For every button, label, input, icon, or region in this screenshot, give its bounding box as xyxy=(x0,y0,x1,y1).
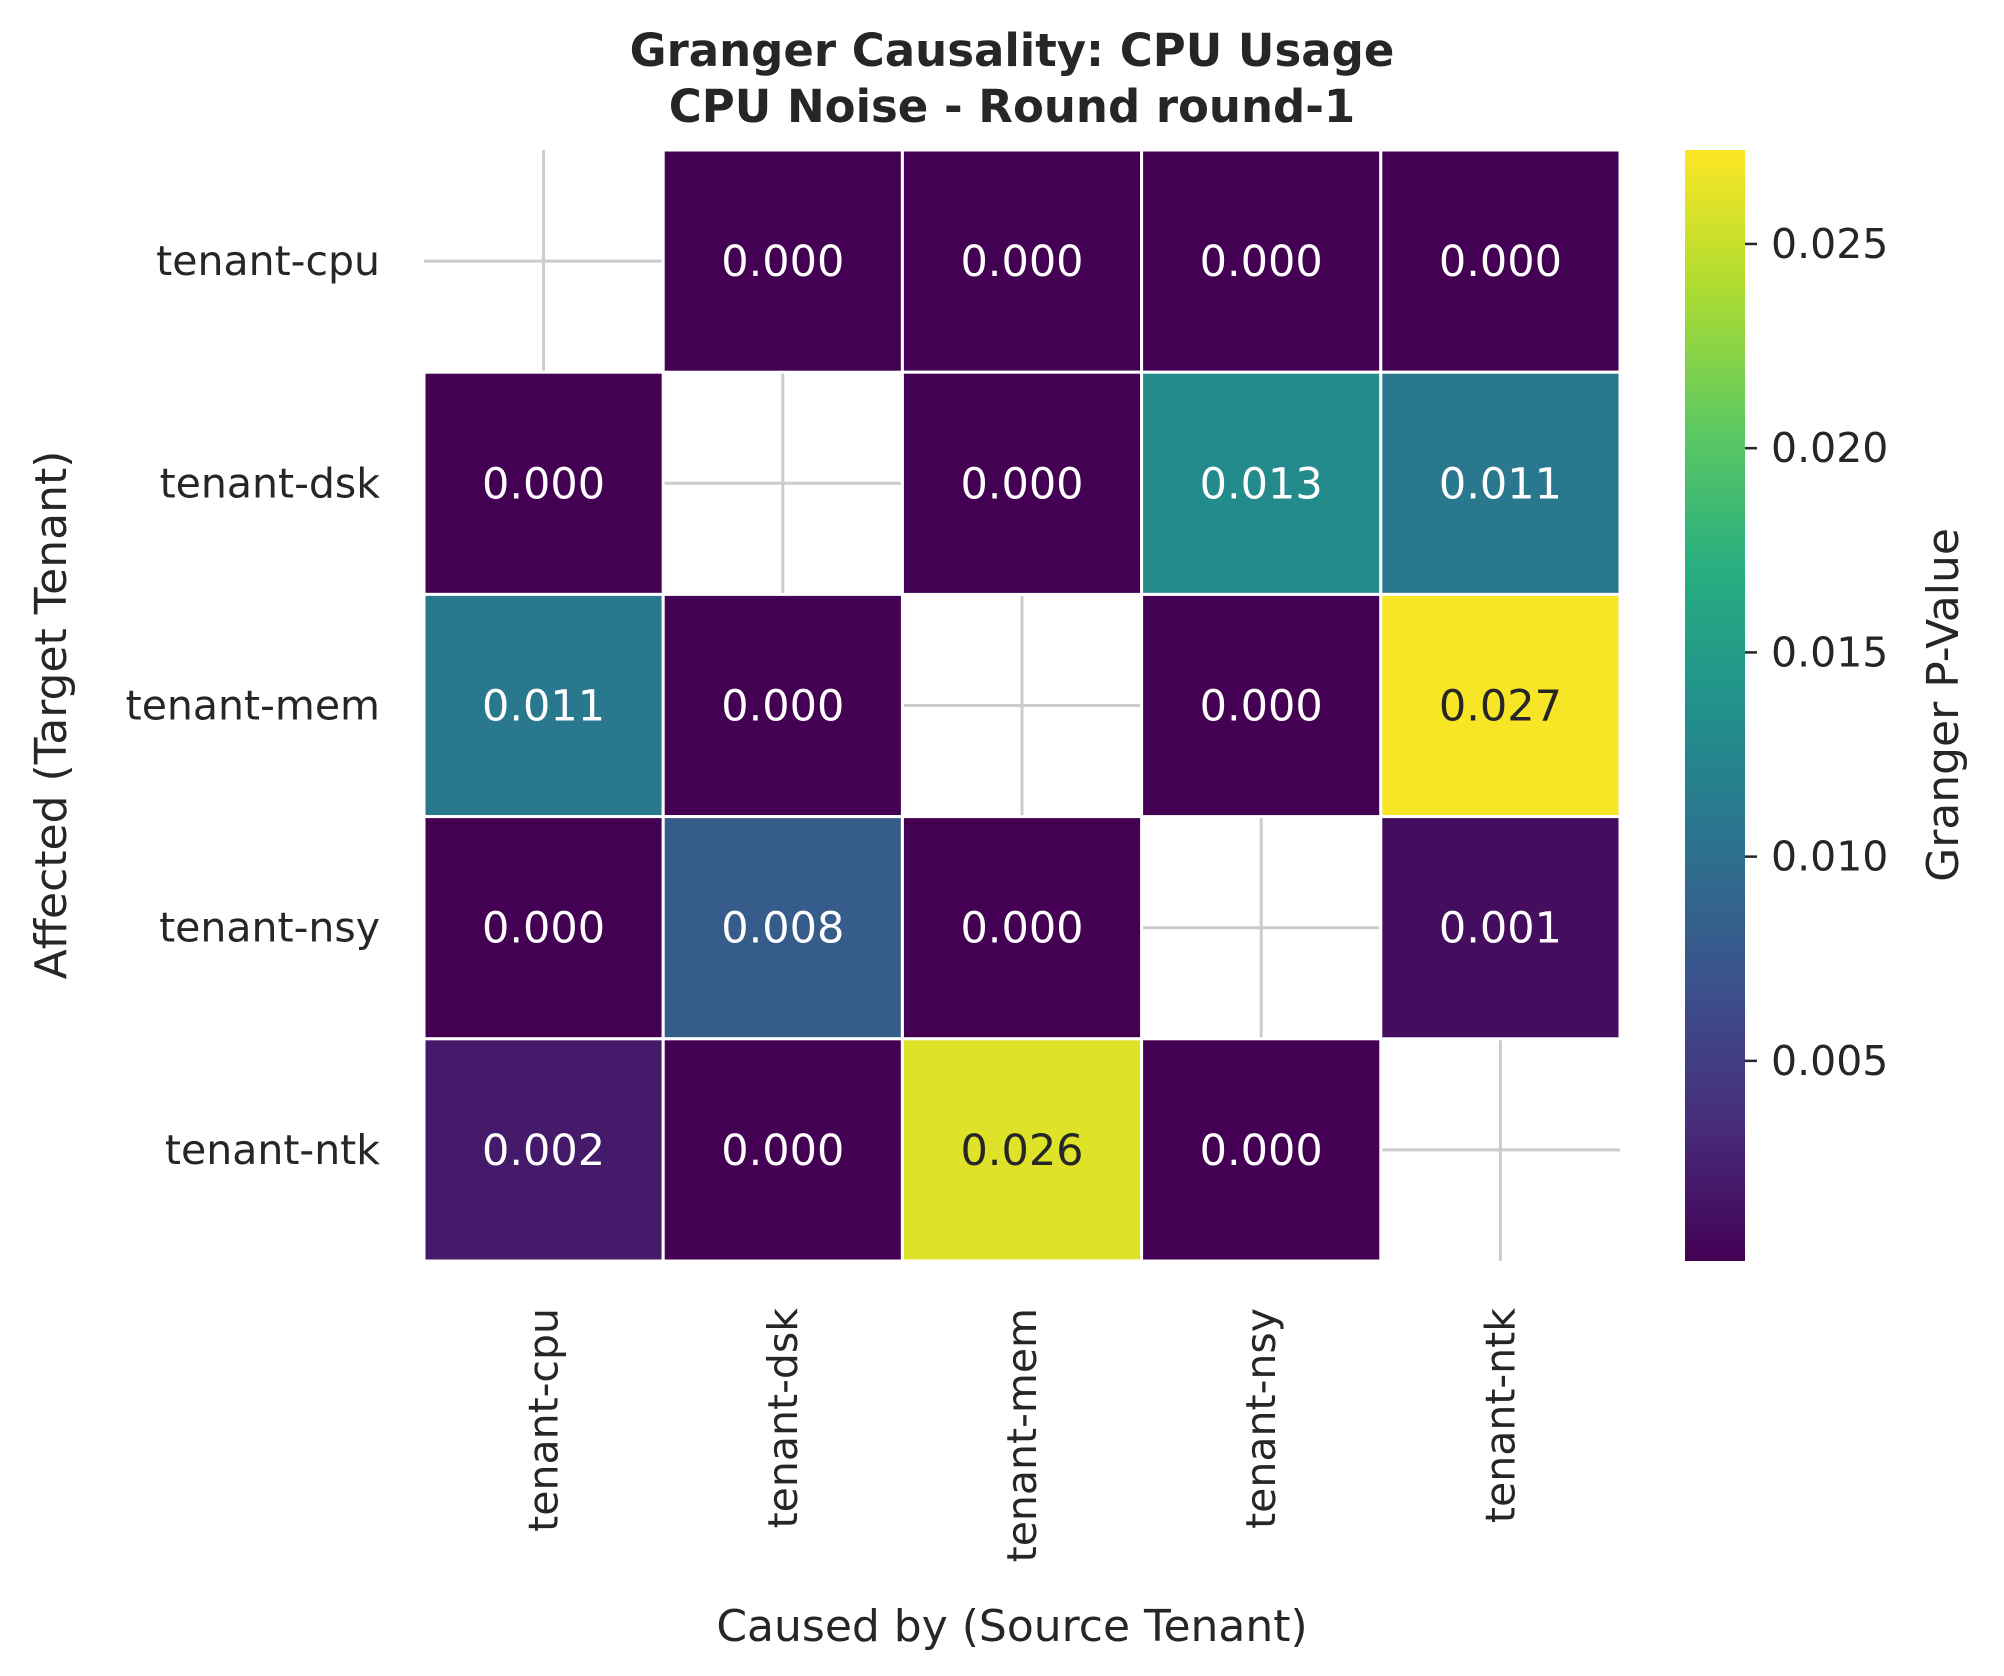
colorbar-tick-label: 0.025 xyxy=(1771,220,1888,268)
colorbar xyxy=(1685,150,1745,1261)
heatmap-cell xyxy=(900,1037,1144,1263)
colorbar-tick-label: 0.005 xyxy=(1771,1037,1888,1085)
heatmap-cell xyxy=(900,370,1144,596)
heatmap-cell xyxy=(661,1037,904,1263)
x-tick-label: tenant-ntk xyxy=(1476,1308,1524,1523)
cell-value-label: 0.008 xyxy=(721,904,844,954)
cell-value-label: 0.026 xyxy=(960,1126,1083,1176)
y-tick-labels: tenant-cpu tenant-dsk tenant-mem tenant-nsy… xyxy=(126,237,381,1174)
cell-value-label: 0.000 xyxy=(721,237,844,287)
heatmap-cell xyxy=(900,815,1144,1041)
heatmap-cell xyxy=(422,1037,665,1263)
cell-value-label: 0.013 xyxy=(1200,459,1323,509)
cell-value-label: 0.000 xyxy=(1439,237,1562,287)
y-tick-label: tenant-cpu xyxy=(156,237,380,285)
cell-value-label: 0.000 xyxy=(960,459,1083,509)
heatmap-cell xyxy=(1379,815,1622,1041)
heatmap-cell xyxy=(1379,370,1622,596)
x-tick-label: tenant-cpu xyxy=(520,1308,568,1532)
cell-value-label: 0.000 xyxy=(721,1126,844,1176)
cell-value-label: 0.011 xyxy=(482,682,605,732)
cell-value-label: 0.000 xyxy=(482,459,605,509)
heatmap-cell xyxy=(1140,370,1383,596)
y-axis-label: Affected (Target Tenant) xyxy=(26,451,77,980)
cell-value-label: 0.000 xyxy=(960,904,1083,954)
cell-value-label: 0.002 xyxy=(482,1126,605,1176)
heatmap-cell xyxy=(1140,592,1383,819)
x-tick-label: tenant-nsy xyxy=(1237,1308,1285,1529)
cell-value-label: 0.000 xyxy=(1200,1126,1323,1176)
y-tick-label: tenant-mem xyxy=(126,682,380,730)
colorbar-tick-label: 0.015 xyxy=(1771,628,1888,676)
cell-value-label: 0.000 xyxy=(1200,237,1323,287)
y-tick-label: tenant-ntk xyxy=(165,1126,380,1174)
colorbar-ticks: 0.005 0.010 0.015 0.020 0.025 xyxy=(1745,220,1888,1085)
heatmap-cell xyxy=(661,592,904,819)
heatmap-cells: 0.000 0.000 0.000 0.000 0.000 0.000 0.013 0.011… xyxy=(422,148,1622,1263)
heatmap-cell xyxy=(900,148,1144,374)
colorbar-tick-label: 0.020 xyxy=(1771,424,1888,472)
heatmap-cell xyxy=(422,592,665,819)
cell-value-label: 0.027 xyxy=(1439,682,1562,732)
cell-value-label: 0.011 xyxy=(1439,459,1562,509)
cell-value-label: 0.001 xyxy=(1439,904,1562,954)
x-tick-label: tenant-dsk xyxy=(759,1308,807,1529)
colorbar-tick-label: 0.010 xyxy=(1771,833,1888,881)
cell-value-label: 0.000 xyxy=(721,682,844,732)
colorbar-label: Granger P-Value xyxy=(1918,528,1969,882)
y-tick-label: tenant-dsk xyxy=(160,459,381,507)
cell-value-label: 0.000 xyxy=(960,237,1083,287)
heatmap-cell xyxy=(422,815,665,1041)
x-axis-label: Caused by (Source Tenant) xyxy=(716,1601,1307,1652)
y-tick-label: tenant-nsy xyxy=(159,904,380,952)
x-tick-label: tenant-mem xyxy=(998,1308,1046,1562)
heatmap-cell xyxy=(1379,148,1622,374)
chart-title-line1: Granger Causality: CPU Usage xyxy=(630,24,1395,77)
heatmap-cell xyxy=(1140,1037,1383,1263)
chart-title-line2: CPU Noise - Round round-1 xyxy=(669,80,1355,133)
cell-value-label: 0.000 xyxy=(482,904,605,954)
heatmap-cell xyxy=(422,370,665,596)
cell-value-label: 0.000 xyxy=(1200,682,1323,732)
x-tick-labels: tenant-cpu tenant-dsk tenant-mem tenant-nsy… xyxy=(520,1308,1525,1563)
